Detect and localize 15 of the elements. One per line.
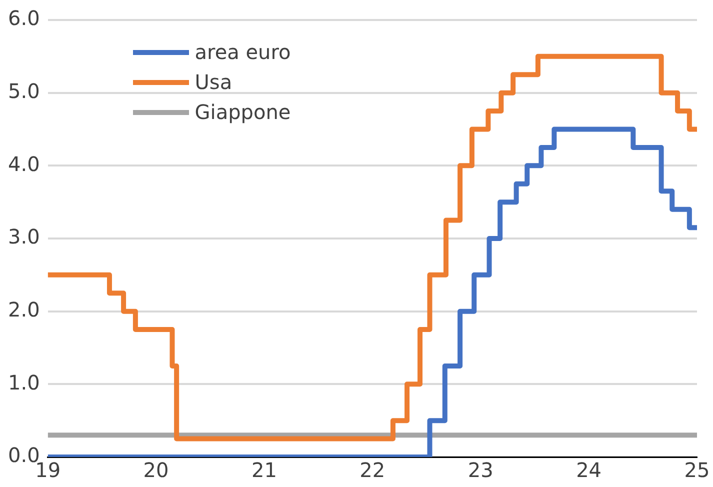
y-tick-label: 1.0 — [8, 370, 40, 394]
y-tick-label: 6.0 — [8, 6, 40, 30]
x-tick-label: 21 — [251, 458, 277, 482]
x-tick-label: 23 — [468, 458, 494, 482]
y-tick-label: 5.0 — [8, 79, 40, 104]
y-tick-label: 4.0 — [8, 152, 40, 176]
legend-label: area euro — [194, 40, 291, 64]
y-tick-label: 3.0 — [8, 224, 40, 249]
legend-label: Usa — [194, 70, 232, 94]
legend-label: Giappone — [194, 100, 291, 124]
x-tick-label: 24 — [576, 458, 602, 482]
x-tick-label: 25 — [684, 458, 710, 482]
y-tick-label: 2.0 — [8, 298, 40, 322]
x-tick-label: 20 — [143, 458, 169, 482]
x-tick-label: 22 — [360, 458, 386, 482]
